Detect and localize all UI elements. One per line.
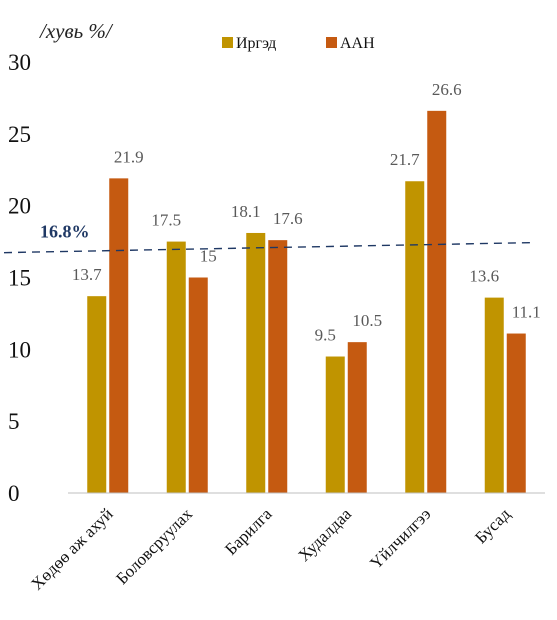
legend-swatch bbox=[326, 37, 337, 48]
data-label: 17.5 bbox=[151, 211, 181, 230]
y-unit-label: /хувь %/ bbox=[39, 19, 114, 43]
y-tick-label: 5 bbox=[8, 409, 20, 434]
y-axis: 0 5 10 15 20 25 30 bbox=[8, 50, 31, 506]
bars: 13.7 21.9 17.5 15 18.1 17.6 9.5 10.5 21.7 26.6 13.… bbox=[72, 80, 541, 494]
data-label: 18.1 bbox=[231, 202, 261, 221]
bar-irged bbox=[246, 232, 266, 494]
legend-label: ААН bbox=[340, 35, 375, 52]
reference-line-group: 16.8% bbox=[3, 222, 532, 254]
bar-irged bbox=[405, 181, 425, 493]
y-tick-label: 25 bbox=[8, 122, 31, 147]
x-tick-label: Хөдөө аж ахуй bbox=[27, 504, 116, 593]
bar-aan bbox=[188, 277, 208, 493]
bar-aan bbox=[109, 178, 129, 493]
data-label: 21.9 bbox=[114, 147, 144, 166]
data-label: 11.1 bbox=[512, 303, 541, 322]
bar-irged bbox=[166, 241, 186, 493]
y-tick-label: 0 bbox=[8, 481, 20, 506]
y-tick-label: 15 bbox=[8, 266, 31, 291]
bar-aan bbox=[506, 333, 526, 493]
x-tick-label: Худалдаа bbox=[294, 504, 355, 565]
legend: Иргэд ААН bbox=[222, 35, 375, 52]
legend-swatch bbox=[222, 37, 233, 48]
data-label: 26.6 bbox=[432, 80, 462, 99]
bar-aan bbox=[427, 110, 447, 493]
y-tick-label: 10 bbox=[8, 337, 31, 362]
x-tick-label: Бусад bbox=[471, 504, 514, 547]
bar-aan bbox=[268, 240, 288, 493]
bar-aan bbox=[347, 342, 367, 493]
bar-irged bbox=[484, 297, 504, 493]
data-label: 21.7 bbox=[390, 150, 420, 169]
data-label: 13.6 bbox=[469, 267, 499, 286]
data-label: 10.5 bbox=[352, 311, 382, 330]
bar-irged bbox=[325, 356, 345, 493]
legend-label: Иргэд bbox=[236, 35, 276, 52]
bar-irged bbox=[87, 296, 107, 493]
reference-line-label: 16.8% bbox=[40, 222, 90, 242]
data-label: 17.6 bbox=[273, 209, 303, 228]
x-tick-label: Боловсруулах bbox=[112, 504, 196, 588]
data-label: 15 bbox=[200, 247, 217, 266]
data-label: 13.7 bbox=[72, 265, 102, 284]
y-tick-label: 30 bbox=[8, 50, 31, 75]
x-tick-label: Үйлчилгээ bbox=[366, 504, 434, 572]
data-label: 9.5 bbox=[315, 326, 336, 345]
reference-line bbox=[3, 241, 532, 254]
y-tick-label: 20 bbox=[8, 194, 31, 219]
x-tick-label: Барилга bbox=[221, 504, 276, 559]
